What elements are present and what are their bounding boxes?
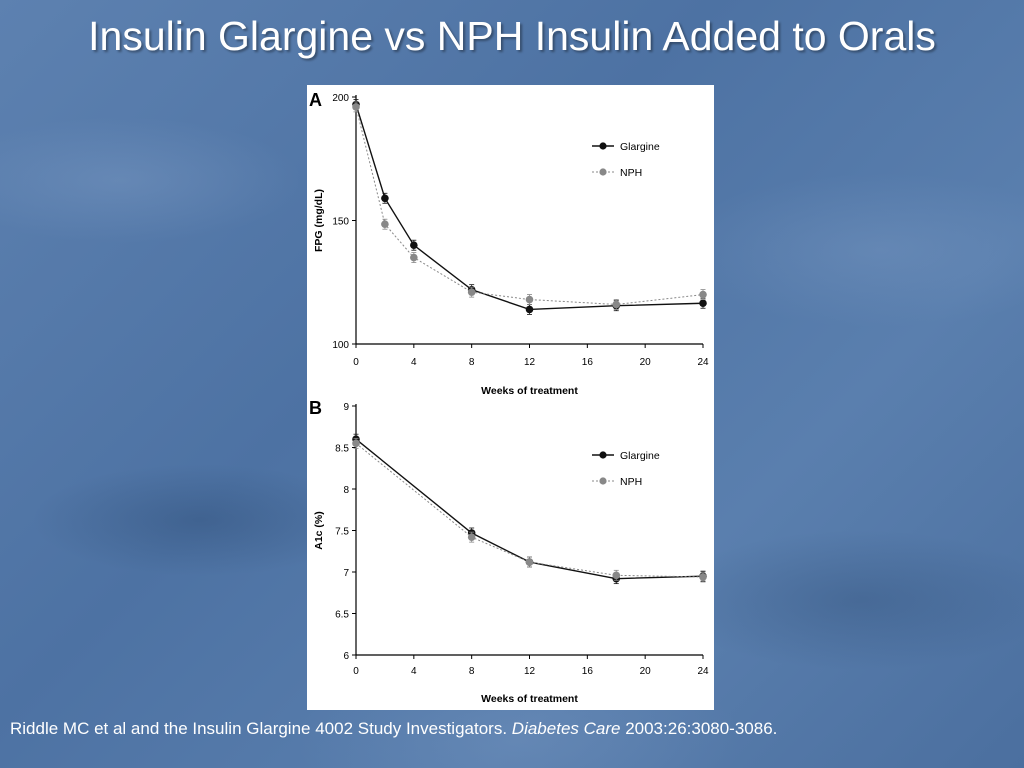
chart-figure: A 100 150 200 0 4 8 12 16 20 24 Weeks of treatment F…	[307, 85, 714, 710]
x-axis-label: Weeks of treatment	[481, 385, 578, 397]
y-axis-label: FPG (mg/dL)	[313, 189, 325, 252]
data-point-glargine	[381, 194, 389, 203]
y-tick-label: 100	[332, 340, 349, 351]
citation: Riddle MC et al and the Insulin Glargine…	[10, 718, 777, 740]
legend-label: NPH	[620, 476, 642, 488]
citation-journal: Diabetes Care	[511, 719, 621, 738]
data-point-nph	[699, 573, 707, 581]
slide-title: Insulin Glargine vs NPH Insulin Added to…	[88, 13, 936, 59]
series-line-nph	[355, 106, 704, 305]
x-tick-label: 4	[411, 666, 417, 677]
y-tick-label: 200	[332, 93, 349, 104]
x-tick-label: 12	[524, 666, 536, 677]
x-tick-label: 16	[582, 357, 594, 368]
y-tick-label: 6.5	[335, 610, 349, 621]
y-tick-label: 7.5	[335, 527, 349, 538]
data-point-nph	[352, 103, 360, 111]
x-tick-label: 4	[411, 357, 417, 368]
panel-label: B	[309, 398, 322, 418]
data-point-glargine	[525, 305, 534, 314]
data-point-glargine	[699, 299, 707, 308]
legend-label: Glargine	[620, 450, 660, 462]
citation-authors: Riddle MC et al and the Insulin Glargine…	[10, 719, 512, 738]
x-tick-label: 12	[524, 357, 536, 368]
x-tick-label: 16	[582, 666, 594, 677]
series-line-glargine	[355, 104, 704, 311]
x-tick-label: 0	[353, 666, 359, 677]
x-axis-label: Weeks of treatment	[481, 693, 578, 705]
citation-reference: 2003:26:3080-3086	[620, 719, 773, 738]
legend-swatch-marker	[599, 477, 607, 485]
data-point-nph	[525, 558, 534, 566]
x-tick-label: 24	[697, 666, 709, 677]
panel-label: A	[309, 90, 322, 110]
x-tick-label: 0	[353, 357, 359, 368]
citation-end: .	[772, 719, 778, 738]
y-tick-label: 7	[343, 568, 349, 579]
data-point-nph	[410, 253, 418, 262]
data-point-nph	[381, 220, 389, 229]
x-tick-label: 20	[640, 357, 652, 368]
data-point-nph	[467, 533, 476, 541]
data-point-nph	[352, 439, 360, 448]
series-line-nph	[355, 442, 704, 578]
x-tick-label: 8	[469, 666, 475, 677]
legend-swatch-marker	[599, 142, 607, 150]
y-axis-label: A1c (%)	[313, 511, 325, 550]
y-tick-label: 6	[343, 651, 349, 662]
y-tick-label: 9	[343, 402, 349, 413]
data-point-nph	[612, 300, 621, 309]
y-tick-label: 150	[332, 217, 349, 228]
data-point-nph	[525, 295, 534, 304]
legend-label: Glargine	[620, 141, 660, 153]
legend-label: NPH	[620, 167, 642, 179]
data-point-nph	[467, 288, 476, 296]
data-point-nph	[612, 571, 621, 580]
legend-swatch-marker	[599, 451, 607, 459]
x-tick-label: 8	[469, 357, 475, 368]
data-point-nph	[699, 290, 707, 299]
x-tick-label: 24	[697, 357, 709, 368]
data-point-glargine	[410, 241, 418, 249]
y-tick-label: 8	[343, 485, 349, 496]
x-tick-label: 20	[640, 666, 652, 677]
y-tick-label: 8.5	[335, 444, 349, 455]
legend-swatch-marker	[599, 168, 607, 176]
